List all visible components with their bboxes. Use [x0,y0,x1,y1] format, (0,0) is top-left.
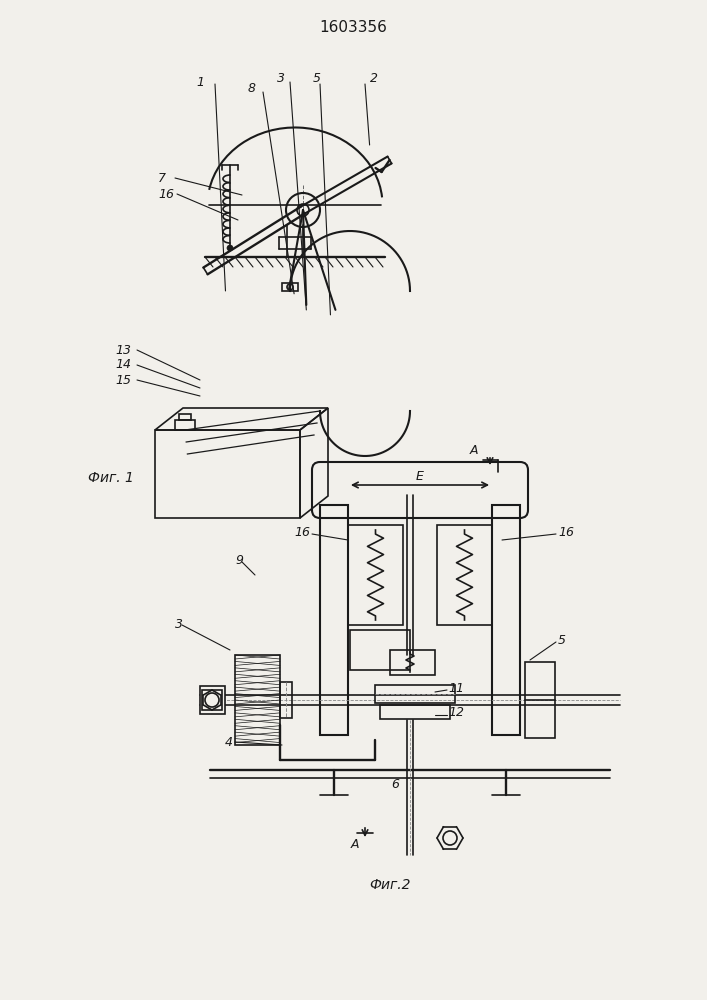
Bar [437,525,492,625]
Text: 15: 15 [115,373,131,386]
Text: 8: 8 [248,82,256,95]
Text: 2: 2 [370,72,378,85]
Bar [525,662,555,738]
Text: 7: 7 [158,172,166,184]
Text: 1: 1 [196,76,204,89]
Text: 11: 11 [448,682,464,694]
Bar [375,685,455,703]
Text: 3: 3 [277,72,285,85]
Text: 16: 16 [558,526,574,538]
Text: 16: 16 [158,188,174,200]
Bar [235,655,280,745]
Bar [202,690,222,710]
Bar [282,283,298,291]
Text: 12: 12 [448,706,464,720]
Bar [350,630,410,670]
Bar [492,505,520,735]
Bar [348,525,403,625]
Bar [155,430,300,518]
Bar [320,505,348,735]
Text: 3: 3 [175,618,183,632]
Bar [175,420,195,430]
Text: Фиг.2: Фиг.2 [369,878,411,892]
Bar [280,682,292,718]
Text: 6: 6 [391,778,399,792]
Bar [200,686,225,714]
Text: 5: 5 [558,634,566,647]
Text: A: A [470,444,479,456]
Text: A: A [351,838,359,852]
Text: 9: 9 [235,554,243,566]
Bar [380,705,450,719]
Text: 1603356: 1603356 [319,20,387,35]
Text: 4: 4 [225,736,233,748]
Text: 16: 16 [294,526,310,538]
Text: 13: 13 [115,344,131,357]
Text: 5: 5 [313,72,321,85]
Bar [390,650,435,675]
Text: 14: 14 [115,359,131,371]
Circle shape [227,245,233,251]
Text: E: E [416,470,424,483]
Bar [179,414,191,420]
Text: Фиг. 1: Фиг. 1 [88,471,134,485]
